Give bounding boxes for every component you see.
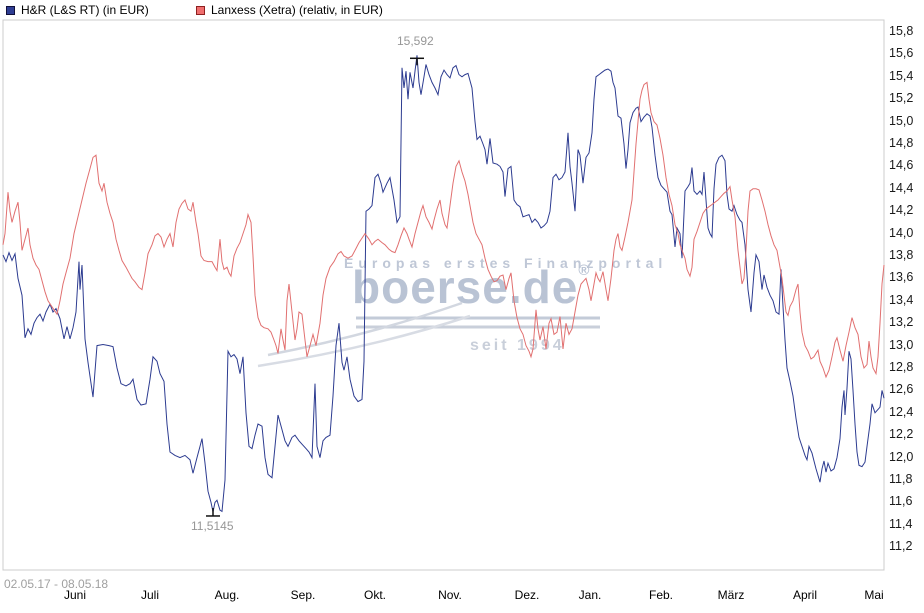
high-point-marker: [410, 57, 424, 66]
low-value-annotation: 11,5145: [191, 518, 234, 533]
y-axis-label: 12,4: [889, 404, 914, 419]
y-axis-label: 15,8: [889, 24, 914, 38]
high-value-annotation: 15,592: [397, 34, 434, 49]
legend-label-hr: H&R (L&S RT) (in EUR): [21, 3, 149, 17]
registered-trademark-icon: ®: [578, 262, 591, 279]
y-axis-label: 15,2: [889, 91, 914, 106]
y-axis-label: 14,2: [889, 203, 914, 218]
y-axis-label: 11,8: [889, 472, 913, 486]
y-axis-label: 14,4: [889, 180, 914, 195]
y-axis-label: 13,6: [889, 270, 914, 285]
watermark-logo: boerse.de®: [352, 261, 591, 313]
chart-legend: H&R (L&S RT) (in EUR) Lanxess (Xetra) (r…: [0, 0, 924, 18]
date-range-label: 02.05.17 - 08.05.18: [4, 577, 109, 591]
hr-series-swatch-icon: [6, 5, 15, 15]
y-axis-label: 13,0: [889, 337, 914, 352]
y-axis-label: 12,2: [889, 427, 914, 442]
y-axis-label: 13,2: [889, 315, 914, 330]
legend-label-lanxess: Lanxess (Xetra) (relativ, in EUR): [211, 3, 383, 17]
y-axis-label: 12,6: [889, 382, 914, 397]
y-axis-label: 14,6: [889, 158, 914, 173]
legend-item-hr: H&R (L&S RT) (in EUR): [6, 3, 149, 17]
y-axis-label: 14,0: [889, 225, 914, 240]
y-axis-label: 15,6: [889, 46, 914, 61]
hr-series-line: [2, 55, 885, 513]
x-axis-month-label: März: [717, 588, 745, 602]
x-axis-month-label: Feb.: [648, 588, 673, 602]
x-axis-month-label: Aug.: [214, 588, 240, 602]
legend-item-lanxess: Lanxess (Xetra) (relativ, in EUR): [196, 3, 383, 17]
y-axis-label: 15,4: [889, 68, 914, 83]
x-axis-month-label: Okt.: [363, 588, 386, 602]
x-axis-month-label: Dez.: [514, 588, 540, 602]
x-axis-month-label: April: [792, 588, 817, 602]
x-axis-month-label: Juni: [63, 588, 86, 602]
watermark-tagline-top: Europas erstes Finanzportal: [344, 255, 668, 271]
y-axis-label: 11,2: [889, 539, 913, 554]
y-axis-label: 14,8: [889, 136, 914, 150]
x-axis-month-label: Sep.: [290, 588, 316, 602]
lanxess-series-line: [2, 81, 885, 379]
y-axis-label: 12,0: [889, 449, 914, 464]
plot-border: [2, 19, 885, 571]
watermark-seit-1994: seit 1994: [470, 337, 565, 354]
y-axis-label: 11,4: [889, 516, 913, 531]
x-axis-month-label: Nov.: [438, 588, 462, 602]
x-axis-month-label: Mai: [864, 588, 884, 602]
lanxess-series-swatch-icon: [196, 5, 205, 15]
low-point-marker: [206, 507, 220, 517]
y-axis-label: 11,6: [889, 494, 913, 509]
x-axis-month-label: Juli: [140, 588, 159, 602]
y-axis-label: 12,8: [889, 360, 914, 374]
y-axis-label: 13,4: [889, 292, 914, 307]
y-axis-label: 13,8: [889, 248, 914, 262]
y-axis-label: 15,0: [889, 113, 914, 128]
x-axis-month-label: Jan.: [578, 588, 602, 602]
